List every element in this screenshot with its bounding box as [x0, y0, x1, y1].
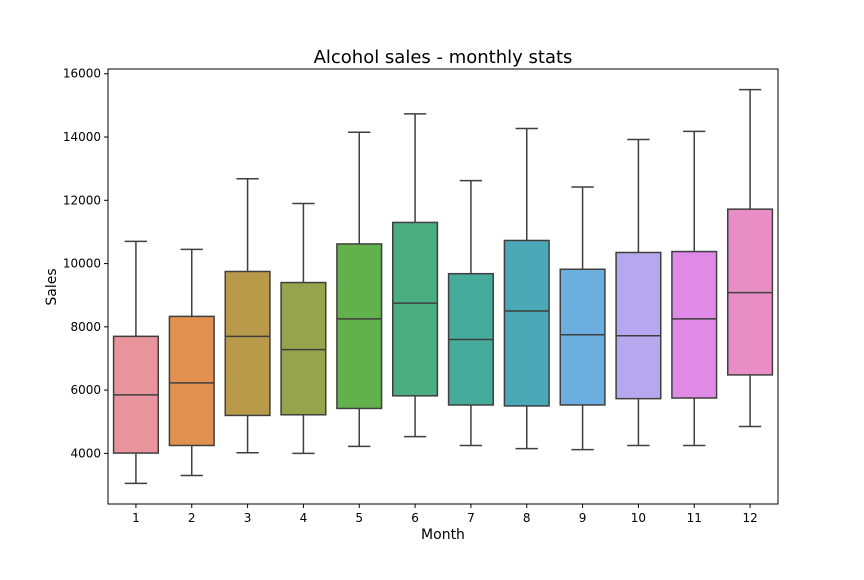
box-month-5	[336, 243, 383, 410]
x-tick-label: 9	[579, 511, 587, 525]
x-tick-label: 7	[467, 511, 475, 525]
y-tick-label: 12000	[63, 193, 101, 207]
x-tick-label: 1	[132, 511, 140, 525]
box-month-2	[168, 315, 215, 447]
plot-area: 1 2 3 4 5 6 7 8 9 10 11 124000600080001000012000140…	[63, 67, 779, 525]
x-tick-label: 6	[411, 511, 419, 525]
box-month-9	[559, 268, 606, 406]
box-month-8	[503, 239, 550, 407]
x-tick-label: 5	[355, 511, 363, 525]
x-tick-label: 12	[742, 511, 757, 525]
x-tick-label: 11	[687, 511, 702, 525]
y-tick-label: 16000	[63, 67, 101, 81]
x-tick-label: 2	[188, 511, 196, 525]
y-tick-label: 4000	[70, 446, 101, 460]
y-tick-label: 10000	[63, 257, 101, 271]
x-tick-label: 8	[523, 511, 531, 525]
box-month-6	[392, 221, 439, 397]
y-tick-label: 14000	[63, 130, 101, 144]
box-month-11	[671, 250, 718, 399]
chart-title: Alcohol sales - monthly stats	[314, 47, 573, 68]
x-axis-label: Month	[421, 527, 465, 543]
y-tick-label: 6000	[70, 383, 101, 397]
x-tick-label: 10	[631, 511, 646, 525]
x-tick-label: 4	[300, 511, 308, 525]
y-tick-label: 8000	[70, 320, 101, 334]
y-axis-label: Sales	[44, 268, 60, 305]
plot-frame	[107, 68, 779, 505]
x-tick-label: 3	[244, 511, 252, 525]
box-month-10	[615, 251, 662, 400]
box-month-3	[224, 270, 271, 417]
box-month-4	[280, 281, 327, 416]
